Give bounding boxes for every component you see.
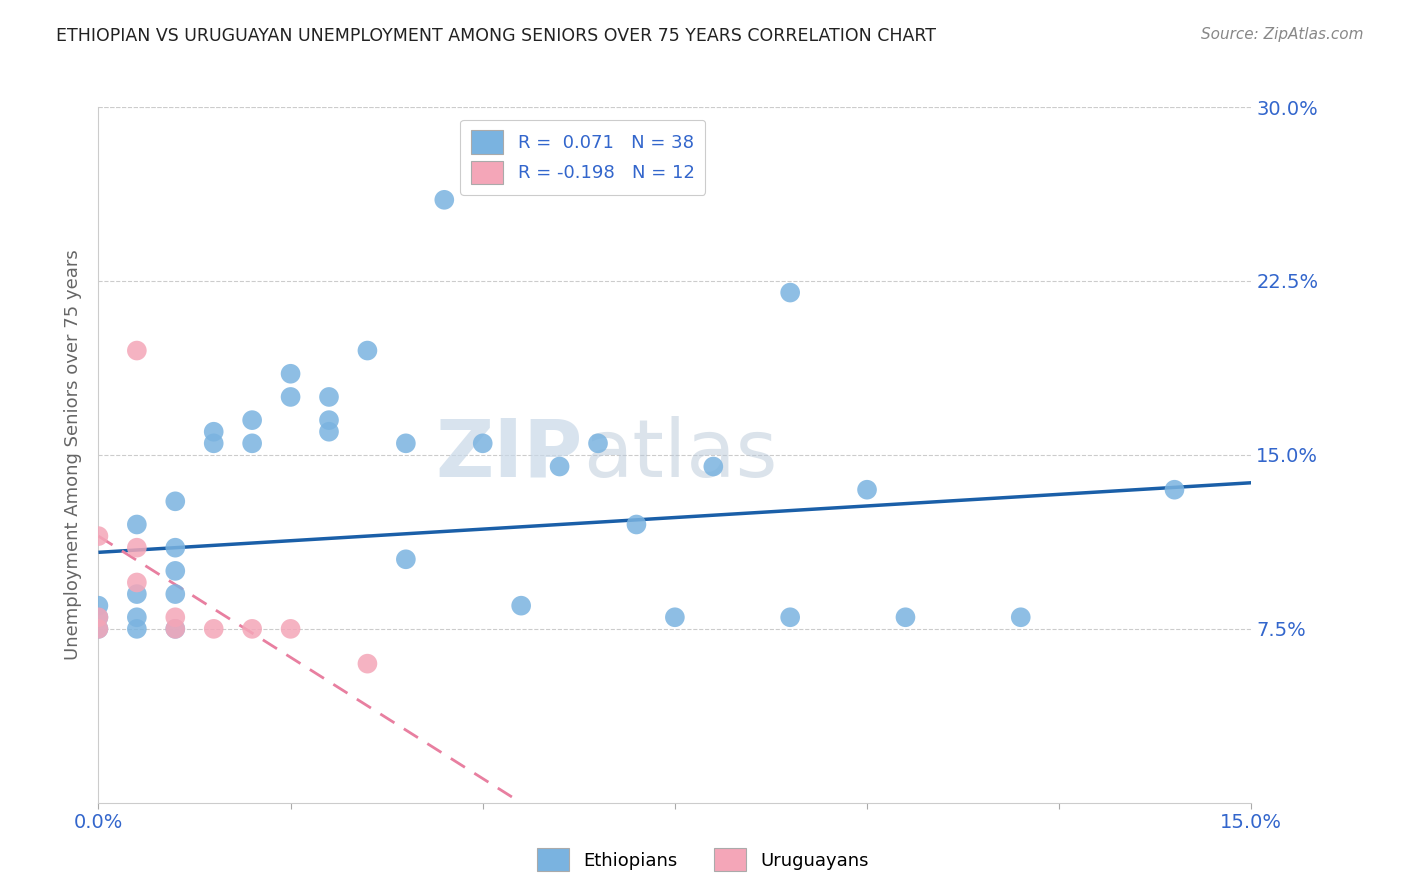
Legend: Ethiopians, Uruguayans: Ethiopians, Uruguayans <box>530 841 876 879</box>
Point <box>433 193 456 207</box>
Point <box>202 622 225 636</box>
Point <box>165 494 187 508</box>
Point <box>894 610 917 624</box>
Point <box>395 552 418 566</box>
Point <box>125 343 148 358</box>
Point <box>125 517 148 532</box>
Point <box>125 587 148 601</box>
Point <box>280 622 302 636</box>
Point <box>202 425 225 439</box>
Point <box>626 517 648 532</box>
Point <box>779 610 801 624</box>
Point <box>240 436 263 450</box>
Point <box>318 425 340 439</box>
Point <box>125 575 148 590</box>
Point <box>280 367 302 381</box>
Point <box>165 564 187 578</box>
Point <box>87 529 110 543</box>
Point <box>586 436 609 450</box>
Point <box>240 622 263 636</box>
Point <box>779 285 801 300</box>
Text: Source: ZipAtlas.com: Source: ZipAtlas.com <box>1201 27 1364 42</box>
Point <box>87 610 110 624</box>
Point <box>702 459 724 474</box>
Point <box>356 343 378 358</box>
Point <box>856 483 879 497</box>
Point <box>548 459 571 474</box>
Point <box>280 390 302 404</box>
Point <box>87 622 110 636</box>
Text: ZIP: ZIP <box>436 416 582 494</box>
Point <box>87 622 110 636</box>
Point <box>87 599 110 613</box>
Point <box>356 657 378 671</box>
Point <box>318 390 340 404</box>
Point <box>125 541 148 555</box>
Point <box>202 436 225 450</box>
Point <box>165 622 187 636</box>
Point <box>1163 483 1185 497</box>
Point <box>165 541 187 555</box>
Point <box>165 622 187 636</box>
Point <box>125 610 148 624</box>
Point <box>395 436 418 450</box>
Y-axis label: Unemployment Among Seniors over 75 years: Unemployment Among Seniors over 75 years <box>65 250 83 660</box>
Point <box>87 610 110 624</box>
Point <box>125 622 148 636</box>
Text: ETHIOPIAN VS URUGUAYAN UNEMPLOYMENT AMONG SENIORS OVER 75 YEARS CORRELATION CHAR: ETHIOPIAN VS URUGUAYAN UNEMPLOYMENT AMON… <box>56 27 936 45</box>
Point <box>1010 610 1032 624</box>
Point <box>510 599 533 613</box>
Text: atlas: atlas <box>582 416 778 494</box>
Point <box>471 436 494 450</box>
Point <box>664 610 686 624</box>
Legend: R =  0.071   N = 38, R = -0.198   N = 12: R = 0.071 N = 38, R = -0.198 N = 12 <box>460 120 706 194</box>
Point <box>240 413 263 427</box>
Point <box>165 587 187 601</box>
Point <box>318 413 340 427</box>
Point <box>165 610 187 624</box>
